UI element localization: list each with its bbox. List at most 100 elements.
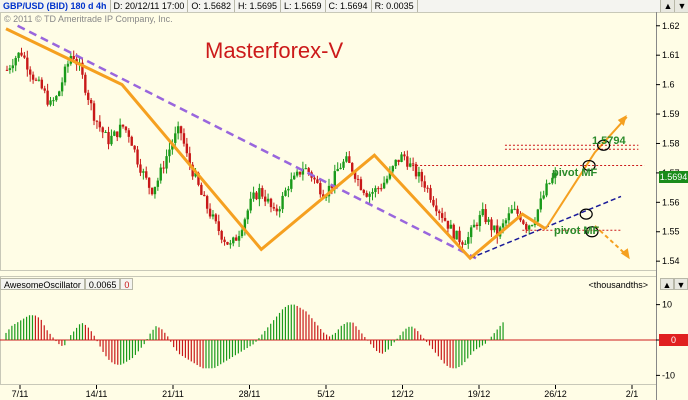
candle bbox=[496, 219, 499, 244]
candle bbox=[356, 175, 360, 187]
candle bbox=[290, 172, 293, 193]
candle bbox=[397, 159, 400, 166]
candle-body bbox=[220, 231, 223, 240]
date-tick-label: 26/12 bbox=[544, 389, 567, 399]
candle bbox=[411, 157, 415, 171]
price-tick-label: 1.59 bbox=[662, 109, 680, 119]
candle-body bbox=[162, 167, 165, 169]
candle bbox=[345, 151, 348, 163]
indicator-up-button[interactable]: ▲ bbox=[660, 278, 674, 290]
scroll-down-button[interactable]: ▼ bbox=[674, 0, 688, 12]
candle bbox=[371, 188, 374, 201]
candle-body bbox=[223, 239, 226, 242]
candle-body bbox=[153, 186, 157, 195]
candle bbox=[292, 172, 296, 180]
candle bbox=[548, 182, 551, 185]
candle-body bbox=[208, 208, 212, 217]
candle bbox=[510, 204, 513, 214]
candle bbox=[365, 190, 368, 198]
candle bbox=[423, 175, 426, 192]
bar-open: O: 1.5682 bbox=[188, 0, 235, 12]
candle-body bbox=[432, 199, 435, 206]
candle bbox=[435, 198, 438, 216]
scroll-up-button[interactable]: ▲ bbox=[660, 0, 675, 12]
date-tick-label: 28/11 bbox=[239, 389, 261, 399]
symbol-label[interactable]: GBP/USD (BID) 180 d 4h bbox=[0, 0, 111, 12]
candle-body bbox=[34, 79, 38, 81]
candle-body bbox=[159, 167, 162, 181]
candle bbox=[139, 158, 142, 177]
candle bbox=[14, 55, 17, 72]
candle-body bbox=[382, 182, 386, 189]
candle bbox=[403, 151, 406, 161]
candle-body bbox=[20, 52, 23, 56]
candle-body bbox=[362, 190, 366, 193]
candle-body bbox=[147, 177, 151, 188]
grid-lines bbox=[0, 12, 657, 400]
candle-body bbox=[429, 188, 432, 200]
pivot-lower-label: pivot MF bbox=[554, 225, 600, 237]
candle-body bbox=[191, 164, 194, 177]
candle bbox=[107, 126, 110, 150]
candle-body bbox=[95, 120, 99, 122]
candle bbox=[136, 145, 139, 168]
candle bbox=[237, 230, 241, 247]
candle bbox=[542, 190, 545, 200]
forecast-down-arrowhead bbox=[620, 248, 630, 260]
candle-body bbox=[205, 196, 209, 209]
indicator-down-button[interactable]: ▼ bbox=[674, 278, 688, 290]
candle-body bbox=[145, 171, 148, 178]
oscillator-tick-label: 10 bbox=[662, 300, 672, 310]
copyright-notice: © 2011 © TD Ameritrade IP Company, Inc. bbox=[4, 14, 173, 24]
candle bbox=[185, 137, 189, 157]
candle bbox=[551, 172, 554, 185]
indicator-units: <thousandths> bbox=[588, 280, 648, 290]
candle-body bbox=[211, 214, 215, 217]
candle bbox=[60, 77, 64, 97]
indicator-name[interactable]: AwesomeOscillator bbox=[0, 278, 85, 290]
candle-body bbox=[290, 179, 293, 189]
candle-body bbox=[87, 92, 90, 100]
candle-body bbox=[127, 130, 131, 137]
bar-date: D: 20/12/11 17:00 bbox=[111, 0, 189, 12]
candle-body bbox=[545, 183, 548, 196]
candle-body bbox=[281, 195, 284, 210]
candle-body bbox=[481, 209, 484, 216]
candle bbox=[380, 183, 383, 192]
candle-body bbox=[118, 124, 122, 138]
price-tick-label: 1.55 bbox=[662, 227, 680, 237]
candle bbox=[191, 162, 194, 180]
candle-body bbox=[356, 178, 360, 180]
last-price-tag: 1.5694 bbox=[659, 171, 688, 183]
candle bbox=[162, 160, 165, 174]
candle bbox=[159, 163, 162, 184]
indicator-value: 0.0065 bbox=[84, 278, 121, 290]
candle-body bbox=[252, 192, 255, 199]
candle-body bbox=[374, 188, 377, 193]
candle bbox=[217, 214, 220, 236]
candle-body bbox=[258, 188, 261, 200]
candle bbox=[438, 209, 441, 221]
candle bbox=[232, 236, 235, 247]
candle bbox=[124, 126, 128, 133]
candle-body bbox=[229, 243, 232, 245]
candle bbox=[513, 201, 516, 211]
candle-body bbox=[243, 219, 247, 231]
candle bbox=[203, 191, 206, 197]
candle bbox=[46, 83, 49, 107]
candle-body bbox=[496, 225, 499, 237]
candle-body bbox=[504, 220, 508, 224]
candle-body bbox=[527, 225, 531, 230]
candle-body bbox=[60, 82, 64, 92]
candle bbox=[281, 192, 284, 213]
candle bbox=[263, 189, 267, 207]
candle bbox=[214, 213, 218, 224]
candle bbox=[252, 186, 255, 202]
candle-body bbox=[554, 172, 557, 178]
candle-body bbox=[150, 187, 154, 195]
candle-body bbox=[37, 79, 41, 81]
candle-body bbox=[255, 192, 258, 200]
watermark-title: Masterforex-V bbox=[205, 38, 344, 63]
pivot-circle bbox=[579, 208, 593, 220]
